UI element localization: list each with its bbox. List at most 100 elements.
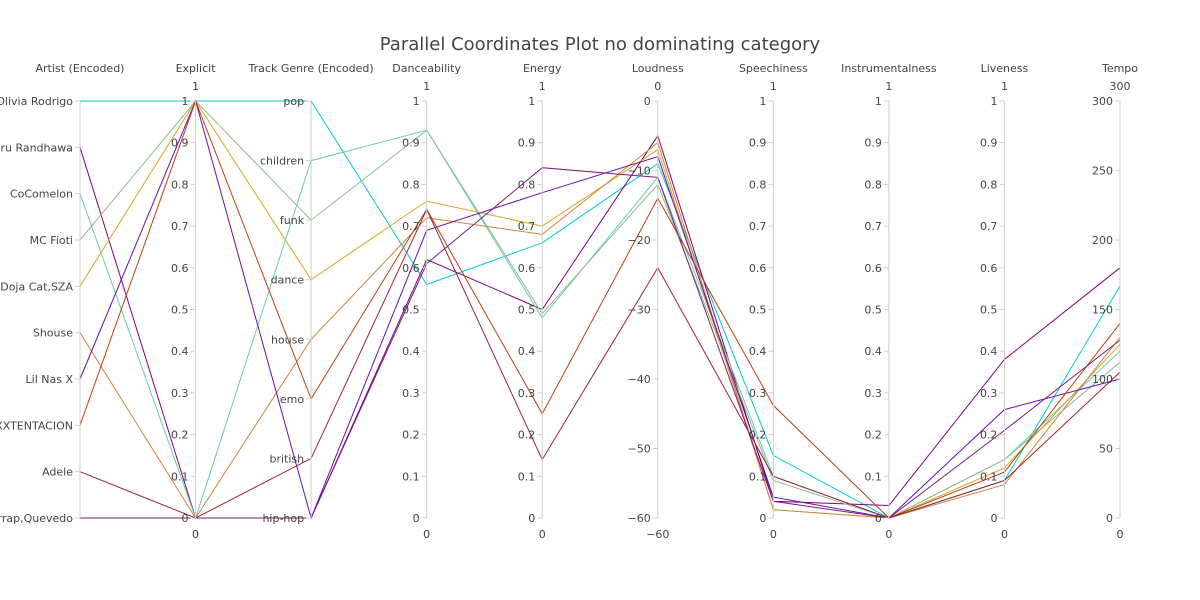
- tick-label: 0.6: [749, 262, 767, 275]
- tick-label: emo: [280, 393, 304, 406]
- tick-label: −30: [628, 304, 651, 317]
- tick-label: 0: [413, 512, 420, 525]
- tick-label: Lil Nas X: [26, 373, 74, 386]
- tick-label: 0.4: [402, 345, 420, 358]
- tick-label: 0: [990, 512, 997, 525]
- tick-label: 0.3: [402, 387, 420, 400]
- axis-range-min: 0: [885, 528, 892, 541]
- record-line: [79, 99, 1121, 520]
- axis-range-min: −60: [646, 528, 669, 541]
- tick-label: 1: [990, 95, 997, 108]
- tick-label: 0.8: [864, 178, 882, 191]
- axis-title: Tempo: [1101, 62, 1138, 75]
- tick-label: 0.5: [749, 304, 767, 317]
- axes-layer: Artist (Encoded) Olivia Rodrigo Guru Randh…: [0, 62, 1138, 541]
- tick-label: 0: [182, 512, 189, 525]
- tick-label: 0.9: [402, 137, 420, 150]
- tick-label: Adele: [42, 466, 73, 479]
- tick-label: 0: [759, 512, 766, 525]
- tick-label: −60: [628, 512, 651, 525]
- tick-label: 0.7: [171, 220, 189, 233]
- tick-label: Olivia Rodrigo: [0, 95, 73, 108]
- axis-range-max: 1: [1001, 80, 1008, 93]
- axis-range-max: 1: [192, 80, 199, 93]
- tick-label: 0.3: [518, 387, 536, 400]
- tick-label: 250: [1092, 165, 1113, 178]
- tick-label: 0.5: [402, 304, 420, 317]
- tick-label: 0.8: [518, 178, 536, 191]
- axis-title: Liveness: [981, 62, 1029, 75]
- axis-range-max: 1: [539, 80, 546, 93]
- axis-5: Loudness −60 −50 −40 −30 −20 −10 00 −60: [628, 62, 684, 541]
- tick-label: 0.9: [980, 137, 998, 150]
- record-line: [79, 208, 1121, 519]
- axis-8: Liveness 0 0.1 0.2 0.3 0.4 0.5 0.6 0.7 0.8 0.9 11 0: [980, 62, 1029, 541]
- axis-0: Artist (Encoded) Olivia Rodrigo Guru Randh…: [0, 62, 124, 525]
- tick-label: MC Fioti: [30, 234, 73, 247]
- tick-label: 0.2: [171, 429, 189, 442]
- record-line: [79, 99, 1121, 519]
- tick-label: 1: [875, 95, 882, 108]
- tick-label: 0: [528, 512, 535, 525]
- tick-label: 0.6: [980, 262, 998, 275]
- tick-label: 1: [182, 95, 189, 108]
- axis-9: Tempo 0 50 100 150 200 250 300 300 0: [1092, 62, 1138, 541]
- tick-label: pop: [283, 95, 304, 108]
- tick-label: 0.2: [402, 429, 420, 442]
- tick-label: 0.5: [171, 304, 189, 317]
- tick-label: 0.7: [864, 220, 882, 233]
- tick-label: 0.7: [518, 220, 536, 233]
- record-line: [80, 167, 1121, 519]
- tick-label: Guru Randhawa: [0, 141, 73, 154]
- tick-label: house: [271, 333, 304, 346]
- axis-title: Instrumentalness: [841, 62, 937, 75]
- tick-label: 0.7: [980, 220, 998, 233]
- tick-label: −40: [628, 373, 651, 386]
- tick-label: children: [260, 155, 304, 168]
- tick-label: 0.2: [518, 429, 536, 442]
- tick-label: 0.8: [749, 178, 767, 191]
- axis-range-min: 0: [192, 528, 199, 541]
- axis-3: Danceability 0 0.1 0.2 0.3 0.4 0.5 0.6 0.7 0.8 0.9…: [392, 62, 461, 541]
- tick-label: 0: [875, 512, 882, 525]
- tick-label: CoComelon: [10, 188, 73, 201]
- tick-label: 0.9: [749, 137, 767, 150]
- tick-label: 0.1: [402, 470, 420, 483]
- axis-range-max: 1: [423, 80, 430, 93]
- chart-title: Parallel Coordinates Plot no dominating …: [380, 34, 821, 55]
- tick-label: 0.6: [518, 262, 536, 275]
- axis-title: Energy: [523, 62, 562, 75]
- axis-title: Artist (Encoded): [36, 62, 125, 75]
- axis-2: Track Genre (Encoded) pop children funk danc…: [248, 62, 374, 525]
- axis-title: Speechiness: [739, 62, 808, 75]
- tick-label: −20: [628, 234, 651, 247]
- tick-label: 0: [1106, 512, 1113, 525]
- tick-label: 0.8: [402, 178, 420, 191]
- tick-label: 0.9: [171, 137, 189, 150]
- tick-label: 0.9: [518, 137, 536, 150]
- tick-label: Shouse: [33, 327, 73, 340]
- tick-label: 0.6: [864, 262, 882, 275]
- tick-label: 0.4: [518, 345, 536, 358]
- tick-label: 0.3: [864, 387, 882, 400]
- axis-range-max: 1: [770, 80, 777, 93]
- tick-label: 1: [759, 95, 766, 108]
- tick-label: 0.4: [171, 345, 189, 358]
- tick-label: 0: [644, 95, 651, 108]
- tick-label: 0.3: [171, 387, 189, 400]
- axis-range-min: 0: [770, 528, 777, 541]
- tick-label: 50: [1099, 443, 1113, 456]
- record-line: [79, 100, 1121, 519]
- tick-label: 0.6: [171, 262, 189, 275]
- tick-label: −50: [628, 443, 651, 456]
- tick-label: 0.1: [171, 470, 189, 483]
- tick-label: Doja Cat,SZA: [0, 280, 73, 293]
- axis-range-min: 0: [1117, 528, 1124, 541]
- axis-title: Danceability: [392, 62, 461, 75]
- tick-label: 300: [1092, 95, 1113, 108]
- axis-4: Energy 0 0.1 0.2 0.3 0.4 0.5 0.6 0.7 0.8 0.9 11 0: [518, 62, 562, 541]
- axis-7: Instrumentalness 0 0.1 0.2 0.3 0.4 0.5 0.6 0.7 0.…: [841, 62, 937, 541]
- axis-range-max: 300: [1110, 80, 1131, 93]
